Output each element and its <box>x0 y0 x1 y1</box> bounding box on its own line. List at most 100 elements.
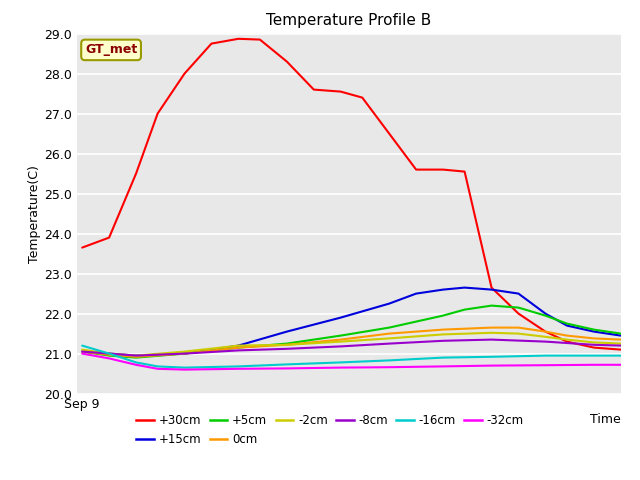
+5cm <box>461 307 468 312</box>
-8cm <box>337 344 344 349</box>
-16cm <box>234 363 242 369</box>
+30cm <box>590 345 598 350</box>
+15cm <box>132 353 140 359</box>
+5cm <box>180 351 188 357</box>
0cm <box>617 337 625 343</box>
+30cm <box>78 245 86 251</box>
Line: -16cm: -16cm <box>82 346 621 368</box>
-32cm <box>439 363 447 369</box>
0cm <box>78 348 86 354</box>
+5cm <box>541 313 549 319</box>
-8cm <box>180 351 188 357</box>
Text: GT_met: GT_met <box>85 43 137 56</box>
-32cm <box>78 351 86 357</box>
-16cm <box>180 365 188 371</box>
-32cm <box>617 362 625 368</box>
-16cm <box>488 354 495 360</box>
-8cm <box>105 351 113 357</box>
-16cm <box>105 351 113 357</box>
-8cm <box>78 348 86 354</box>
-2cm <box>488 330 495 336</box>
+30cm <box>310 87 317 93</box>
+30cm <box>256 37 264 43</box>
-8cm <box>488 337 495 343</box>
-2cm <box>132 353 140 359</box>
+15cm <box>461 285 468 290</box>
-2cm <box>439 332 447 337</box>
+5cm <box>283 341 291 347</box>
Y-axis label: Temperature(C): Temperature(C) <box>28 165 42 263</box>
-32cm <box>180 367 188 372</box>
0cm <box>488 325 495 331</box>
+15cm <box>617 333 625 338</box>
+5cm <box>132 355 140 360</box>
0cm <box>132 354 140 360</box>
Title: Temperature Profile B: Temperature Profile B <box>266 13 431 28</box>
Line: -32cm: -32cm <box>82 354 621 370</box>
-8cm <box>541 339 549 345</box>
-2cm <box>337 339 344 345</box>
+5cm <box>488 303 495 309</box>
-2cm <box>180 348 188 354</box>
+5cm <box>337 333 344 338</box>
X-axis label: Time: Time <box>590 413 621 426</box>
+5cm <box>234 345 242 350</box>
+15cm <box>541 311 549 316</box>
-8cm <box>283 346 291 352</box>
-32cm <box>541 362 549 368</box>
-2cm <box>78 347 86 352</box>
+30cm <box>105 235 113 240</box>
-8cm <box>385 341 393 347</box>
-16cm <box>590 353 598 359</box>
+30cm <box>180 71 188 76</box>
-2cm <box>515 331 522 336</box>
-8cm <box>439 338 447 344</box>
-16cm <box>283 361 291 367</box>
-8cm <box>590 342 598 348</box>
-32cm <box>283 366 291 372</box>
+5cm <box>515 305 522 311</box>
-8cm <box>132 353 140 359</box>
-32cm <box>132 362 140 368</box>
-32cm <box>234 366 242 372</box>
-2cm <box>234 343 242 348</box>
0cm <box>234 345 242 350</box>
-32cm <box>385 364 393 370</box>
+30cm <box>337 89 344 95</box>
-2cm <box>590 339 598 345</box>
Line: +15cm: +15cm <box>82 288 621 356</box>
-2cm <box>385 336 393 341</box>
+15cm <box>180 351 188 357</box>
-16cm <box>541 353 549 359</box>
+15cm <box>385 300 393 307</box>
0cm <box>385 331 393 336</box>
-32cm <box>488 363 495 369</box>
Line: +5cm: +5cm <box>82 306 621 358</box>
Line: -8cm: -8cm <box>82 340 621 356</box>
-32cm <box>154 366 161 372</box>
+30cm <box>358 95 366 100</box>
0cm <box>337 337 344 343</box>
+30cm <box>563 339 571 345</box>
+15cm <box>283 329 291 335</box>
-8cm <box>234 348 242 353</box>
Line: -2cm: -2cm <box>82 333 621 356</box>
+15cm <box>337 315 344 321</box>
-16cm <box>78 343 86 348</box>
-16cm <box>385 358 393 363</box>
+15cm <box>563 323 571 328</box>
+30cm <box>283 59 291 64</box>
+30cm <box>617 347 625 352</box>
+30cm <box>488 285 495 290</box>
-16cm <box>132 360 140 365</box>
+5cm <box>385 325 393 331</box>
+5cm <box>105 353 113 359</box>
-16cm <box>617 353 625 359</box>
+15cm <box>590 329 598 335</box>
-32cm <box>337 365 344 371</box>
-8cm <box>617 343 625 348</box>
0cm <box>283 342 291 348</box>
-16cm <box>154 363 161 369</box>
-2cm <box>563 337 571 343</box>
+5cm <box>439 313 447 319</box>
